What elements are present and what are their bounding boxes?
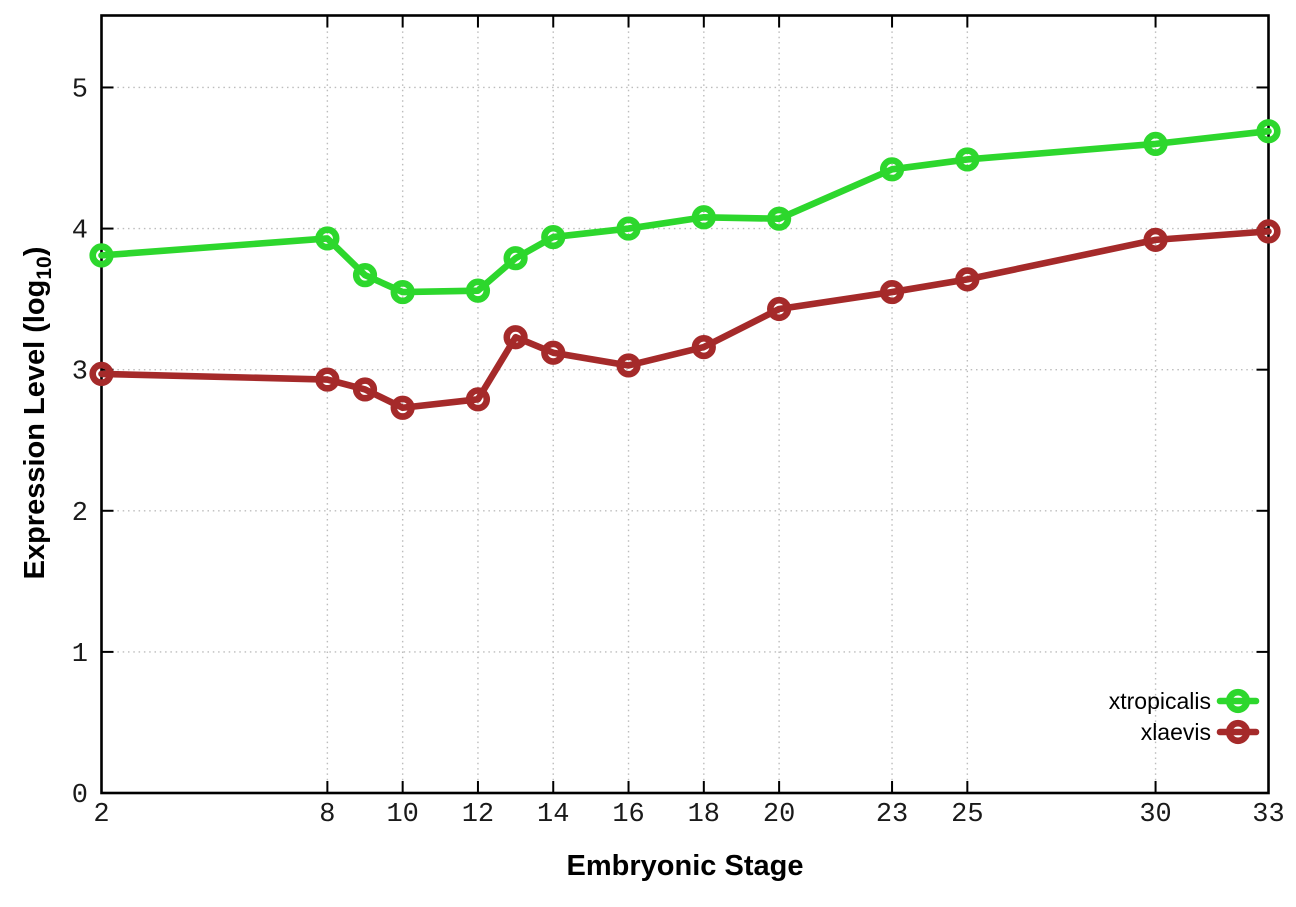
- data-point-xlaevis-stage-20: [767, 296, 792, 322]
- x-tick-label: 10: [386, 800, 418, 830]
- data-point-xlaevis-stage-9: [352, 377, 378, 402]
- legend-label-xtropicalis: xtropicalis: [1109, 688, 1211, 714]
- data-point-xtropicalis-stage-18: [691, 205, 716, 230]
- data-point-xtropicalis-stage-2: [89, 243, 114, 268]
- data-point-xtropicalis-stage-8: [315, 226, 340, 251]
- x-axis-label: Embryonic Stage: [567, 850, 804, 882]
- data-point-xtropicalis-stage-12: [465, 278, 491, 303]
- series-line-xtropicalis: [98, 127, 1272, 296]
- data-point-xtropicalis-stage-14: [541, 224, 566, 250]
- data-point-xlaevis-stage-8: [315, 367, 340, 392]
- data-point-xlaevis-stage-2: [89, 361, 114, 387]
- x-tick-label: 16: [612, 800, 644, 830]
- data-point-xlaevis-stage-18: [691, 335, 716, 360]
- x-tick-label: 8: [319, 800, 335, 830]
- data-point-xtropicalis-stage-20: [767, 206, 792, 231]
- x-tick-label: 2: [93, 800, 109, 830]
- data-series: [89, 119, 1281, 420]
- legend: xtropicalis xlaevis: [1109, 688, 1260, 745]
- data-point-xtropicalis-stage-16: [616, 216, 641, 241]
- y-axis-label: Expression Level (log10): [19, 247, 56, 580]
- data-point-xtropicalis-stage-30: [1143, 131, 1168, 157]
- gridlines: [101, 15, 1269, 793]
- data-point-xlaevis-stage-30: [1143, 227, 1168, 252]
- legend-entry-xtropicalis: xtropicalis: [1109, 688, 1260, 714]
- data-point-xlaevis-stage-10: [390, 395, 415, 420]
- x-tick-label: 12: [462, 800, 494, 830]
- data-point-xlaevis-stage-33: [1256, 219, 1281, 244]
- data-point-xtropicalis-stage-13: [503, 246, 528, 271]
- data-point-xlaevis-stage-12: [465, 387, 491, 412]
- y-tick-label: 4: [72, 217, 88, 247]
- data-point-xlaevis-stage-13: [503, 325, 528, 350]
- legend-label-xlaevis: xlaevis: [1141, 719, 1211, 745]
- y-tick-label: 1: [72, 640, 88, 670]
- x-tick-label: 30: [1139, 800, 1171, 830]
- x-tick-label: 33: [1252, 800, 1284, 830]
- data-point-xlaevis-stage-23: [879, 279, 905, 305]
- x-tick-label: 20: [763, 800, 795, 830]
- data-point-xlaevis-stage-16: [616, 353, 641, 378]
- x-tick-label: 14: [537, 800, 569, 830]
- plot-border: [100, 14, 1270, 795]
- axis-ticks: [100, 15, 1270, 794]
- data-point-xlaevis-stage-14: [541, 340, 566, 365]
- legend-entry-xlaevis: xlaevis: [1141, 719, 1260, 745]
- legend-point-sample-xlaevis: [1225, 719, 1251, 745]
- y-tick-label: 2: [72, 499, 88, 529]
- data-point-xtropicalis-stage-25: [955, 147, 980, 172]
- x-tick-label: 18: [688, 800, 720, 830]
- y-tick-label: 0: [72, 781, 88, 811]
- data-point-xtropicalis-stage-9: [352, 263, 378, 288]
- data-point-xtropicalis-stage-23: [879, 157, 905, 182]
- y-tick-label: 3: [72, 358, 88, 388]
- data-point-xlaevis-stage-25: [955, 267, 980, 292]
- data-point-xtropicalis-stage-33: [1256, 119, 1281, 144]
- x-tick-label: 25: [951, 800, 983, 830]
- data-point-xtropicalis-stage-10: [390, 279, 415, 305]
- y-tick-label: 5: [72, 75, 88, 105]
- x-tick-label: 23: [876, 800, 908, 830]
- legend-point-sample-xtropicalis: [1225, 688, 1251, 714]
- series-line-xlaevis: [98, 228, 1272, 412]
